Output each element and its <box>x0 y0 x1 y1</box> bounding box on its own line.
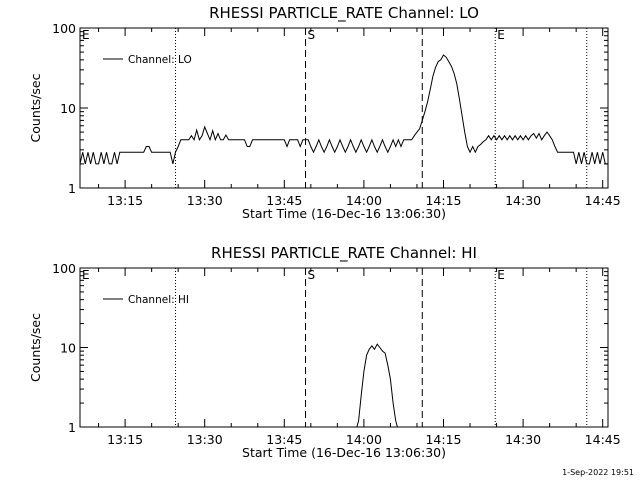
y-tick-label: 10 <box>60 101 76 116</box>
x-tick-label: 14:00 <box>346 432 382 447</box>
chart-panel-1: RHESSI PARTICLE_RATE Channel: LO 13:15 13:… <box>28 4 621 221</box>
marker-label: S <box>308 28 316 42</box>
plot-frame <box>79 27 609 189</box>
y-tick-label: 1 <box>68 181 76 196</box>
marker-label: S <box>308 268 316 282</box>
x-tick-label: 13:45 <box>266 193 302 208</box>
x-axis-label: Start Time (16-Dec-16 13:06:30) <box>242 445 446 460</box>
x-tick-label: 13:15 <box>107 193 143 208</box>
marker-label: E <box>82 28 90 42</box>
x-tick-label: 14:15 <box>425 193 461 208</box>
x-tick-label: 14:45 <box>585 432 621 447</box>
x-tick-label: 14:15 <box>425 432 461 447</box>
x-tick-label: 14:30 <box>505 432 541 447</box>
x-tick-label: 14:30 <box>505 193 541 208</box>
y-tick-label: 1 <box>68 420 76 435</box>
x-axis-label: Start Time (16-Dec-16 13:06:30) <box>242 206 446 221</box>
marker-label: E <box>497 28 505 42</box>
chart-panel-2: RHESSI PARTICLE_RATE Channel: HI 13:15 13:… <box>28 244 621 460</box>
legend-label: Channel: HI <box>128 294 189 306</box>
timestamp-stamp: 1-Sep-2022 19:51 <box>562 468 634 477</box>
legend-label: Channel: LO <box>128 54 192 66</box>
x-tick-label: 13:45 <box>266 432 302 447</box>
y-axis-label: Counts/sec <box>28 313 43 382</box>
x-tick-label: 13:15 <box>107 432 143 447</box>
marker-label: E <box>497 268 505 282</box>
plot-frame <box>79 267 609 428</box>
chart-title: RHESSI PARTICLE_RATE Channel: HI <box>211 244 477 263</box>
x-tick-label: 14:00 <box>346 193 382 208</box>
y-tick-label: 100 <box>52 21 76 36</box>
series-line <box>80 54 608 165</box>
x-tick-label: 14:45 <box>585 193 621 208</box>
marker-label: E <box>82 268 90 282</box>
chart-title: RHESSI PARTICLE_RATE Channel: LO <box>209 4 479 23</box>
x-tick-label: 13:30 <box>187 432 223 447</box>
y-tick-label: 100 <box>52 261 76 276</box>
y-axis-label: Counts/sec <box>28 73 43 142</box>
series-line <box>356 343 398 427</box>
y-tick-label: 10 <box>60 341 76 356</box>
x-tick-label: 13:30 <box>187 193 223 208</box>
